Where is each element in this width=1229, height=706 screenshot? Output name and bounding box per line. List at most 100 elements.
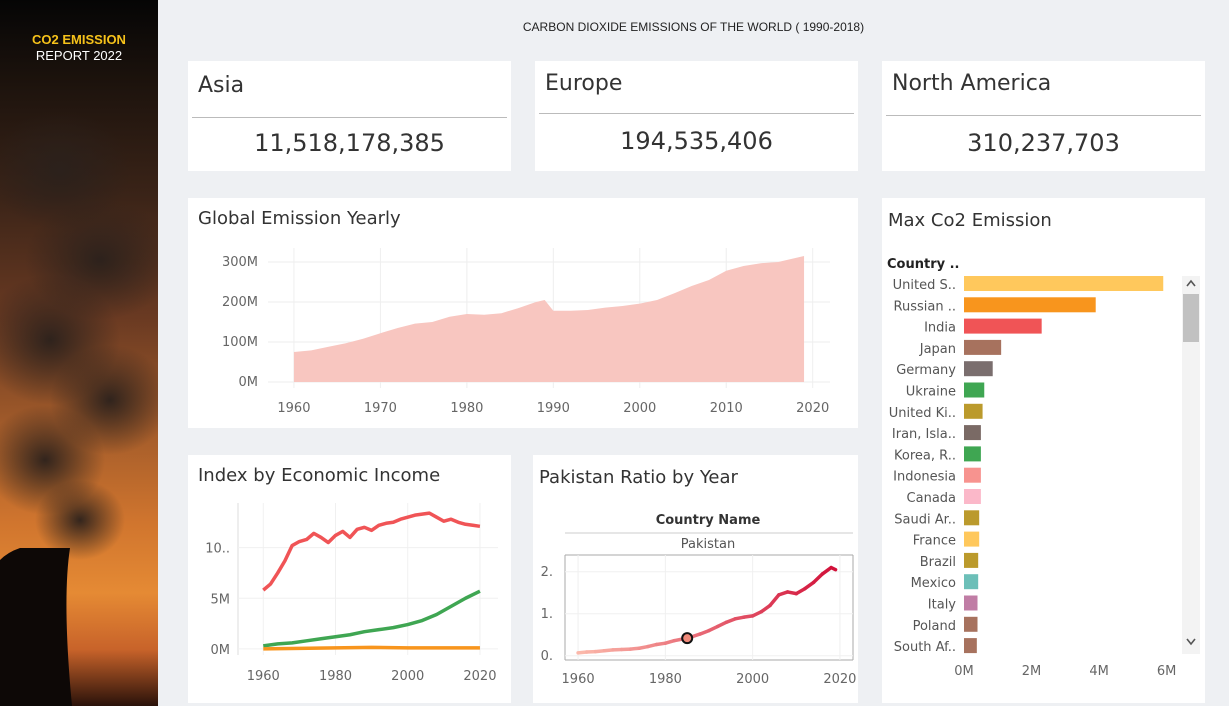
- kpi-value: 310,237,703: [967, 129, 1120, 157]
- pakistan-ratio-chart[interactable]: Country Name Pakistan 0. 1. 2. 1960 1980 2000 20…: [533, 455, 858, 703]
- category-label: India: [924, 321, 956, 336]
- global-emission-panel: Global Emission Yearly 0M 100M 200M 300M 196…: [188, 198, 858, 428]
- bar: [964, 510, 980, 526]
- bar: [964, 616, 978, 632]
- scroll-down-icon[interactable]: [1186, 638, 1196, 646]
- series-segment: [768, 593, 781, 608]
- smokestack-image: [0, 110, 158, 706]
- series-area: [293, 256, 805, 382]
- x-tick-label: 2M: [1022, 664, 1042, 679]
- y-tick-label: 200M: [222, 295, 258, 310]
- category-label: Poland: [913, 619, 956, 634]
- x-tick-label: 6M: [1157, 664, 1177, 679]
- facet-header: Country Name: [656, 513, 761, 528]
- x-tick-label: 1960: [562, 672, 595, 687]
- y-tick-label: 1.: [541, 607, 553, 622]
- kpi-value: 11,518,178,385: [254, 129, 445, 157]
- scroll-up-icon[interactable]: [1186, 279, 1196, 287]
- kpi-divider: [539, 113, 854, 114]
- x-tick-label: 4M: [1089, 664, 1109, 679]
- bar: [964, 531, 980, 547]
- bar: [964, 425, 981, 441]
- kpi-value: 194,535,406: [620, 127, 773, 155]
- max-co2-chart[interactable]: Country .. United S.. Russian .. India Japan…: [882, 198, 1205, 703]
- series-segment: [811, 572, 825, 585]
- category-label: Brazil: [920, 555, 956, 570]
- bar: [964, 446, 981, 462]
- y-tick-label: 100M: [222, 335, 258, 350]
- bar: [964, 318, 1042, 334]
- series-segment: [803, 580, 816, 591]
- y-tick-label: 0M: [211, 643, 231, 658]
- bar: [964, 403, 983, 419]
- series-segment: [820, 565, 833, 576]
- y-tick-label: 10..: [205, 542, 230, 557]
- economic-income-panel: Index by Economic Income 0M 5M 10.. 1960 198…: [188, 455, 511, 703]
- bar: [964, 361, 993, 377]
- kpi-label: Europe: [545, 71, 623, 96]
- y-tick-label: 0M: [239, 375, 259, 390]
- x-tick-label: 1960: [247, 669, 280, 684]
- economic-income-chart[interactable]: 0M 5M 10.. 1960 1980 2000 2020: [188, 455, 511, 703]
- max-co2-panel: Max Co2 Emission Country .. United S.. Rus…: [882, 198, 1205, 703]
- x-tick-label: 2000: [623, 401, 656, 416]
- sidebar-subtitle: REPORT 2022: [35, 48, 123, 63]
- x-tick-label: 2000: [736, 672, 769, 687]
- kpi-label: North America: [892, 71, 1052, 96]
- x-tick-label: 2020: [796, 401, 829, 416]
- category-label: Canada: [907, 491, 956, 506]
- category-label: Korea, R..: [894, 448, 956, 463]
- global-emission-chart[interactable]: 0M 100M 200M 300M 1960 1970 1980 1990 2000 2010 20…: [188, 198, 858, 428]
- series-line-red: [262, 511, 481, 592]
- bar: [964, 489, 981, 504]
- cooling-tower: [0, 548, 72, 706]
- scrollbar-track[interactable]: [1182, 276, 1200, 654]
- x-tick-label: 1980: [450, 401, 483, 416]
- sidebar-title: CO2 EMISSION: [32, 32, 126, 47]
- category-label: Iran, Isla..: [892, 427, 956, 442]
- bar: [964, 276, 1164, 291]
- bar: [964, 595, 978, 611]
- dashboard-title: CARBON DIOXIDE EMISSIONS OF THE WORLD ( …: [522, 20, 865, 34]
- kpi-divider: [886, 115, 1201, 116]
- bar: [964, 467, 981, 483]
- category-label: Saudi Ar..: [894, 512, 956, 527]
- kpi-card-north-america[interactable]: North America 310,237,703: [882, 61, 1205, 171]
- category-label: France: [913, 534, 956, 549]
- highlight-point: [681, 632, 694, 645]
- panel-title: Pakistan Ratio by Year: [539, 467, 738, 488]
- x-tick-label: 1960: [277, 401, 310, 416]
- x-tick-label: 1980: [649, 672, 682, 687]
- series-line-green: [263, 589, 481, 648]
- bar: [964, 552, 979, 568]
- series-line-orange: [263, 645, 480, 651]
- y-tick-label: 0.: [541, 649, 553, 664]
- category-label: Russian ..: [894, 299, 956, 314]
- category-label: Indonesia: [893, 470, 956, 485]
- bar: [964, 574, 979, 590]
- category-label: United S..: [893, 278, 956, 293]
- x-tick-label: 2020: [463, 669, 496, 684]
- x-tick-label: 2020: [823, 672, 856, 687]
- x-tick-label: 0M: [954, 664, 974, 679]
- panel-title: Global Emission Yearly: [198, 208, 401, 229]
- category-label: Ukraine: [906, 385, 956, 400]
- category-label: Italy: [928, 598, 957, 613]
- category-label: United Ki..: [889, 406, 956, 421]
- pakistan-ratio-panel: Pakistan Ratio by Year Country Name Pakis…: [533, 455, 858, 703]
- x-tick-label: 1980: [319, 669, 352, 684]
- series-segment: [829, 565, 838, 572]
- y-tick-label: 5M: [211, 592, 231, 607]
- kpi-label: Asia: [198, 73, 245, 98]
- y-tick-label: 2.: [541, 565, 553, 580]
- series-segment: [759, 603, 772, 614]
- bar: [964, 382, 985, 398]
- x-tick-label: 2000: [391, 669, 424, 684]
- kpi-card-europe[interactable]: Europe 194,535,406: [535, 61, 858, 171]
- scrollbar-thumb[interactable]: [1183, 294, 1199, 342]
- bar: [964, 638, 977, 654]
- x-tick-label: 1990: [537, 401, 570, 416]
- kpi-card-asia[interactable]: Asia 11,518,178,385: [188, 61, 511, 171]
- panel-title: Max Co2 Emission: [888, 210, 1052, 231]
- category-label: Japan: [919, 342, 956, 357]
